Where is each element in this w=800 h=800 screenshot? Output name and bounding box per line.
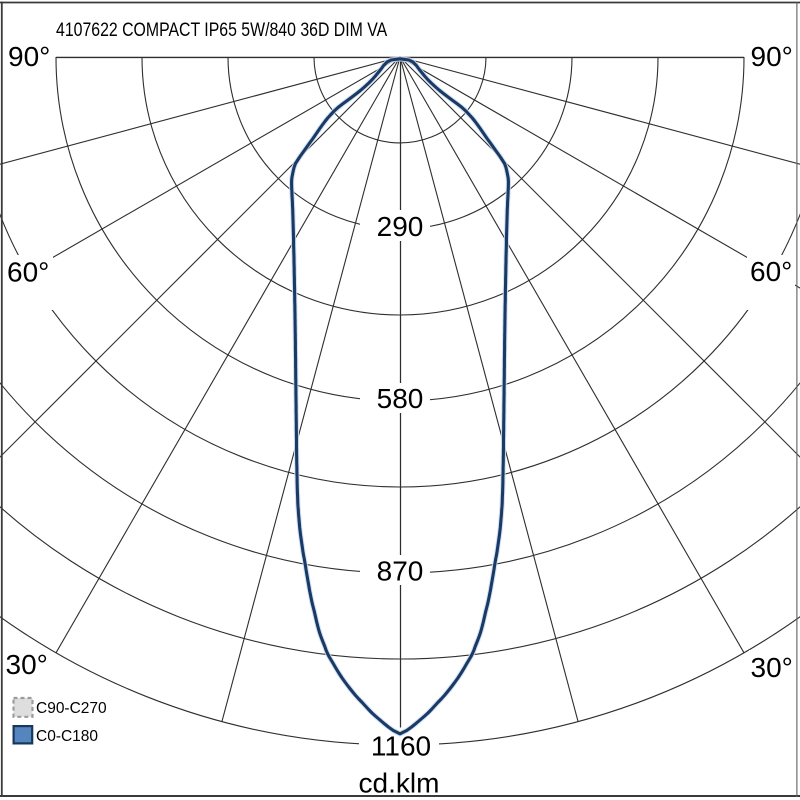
svg-text:30°: 30° (751, 652, 793, 683)
svg-text:60°: 60° (750, 256, 792, 287)
svg-text:90°: 90° (8, 41, 50, 72)
svg-text:60°: 60° (7, 256, 49, 287)
svg-text:4107622 COMPACT IP65 5W/840 36: 4107622 COMPACT IP65 5W/840 36D DIM VA (56, 18, 387, 40)
svg-text:cd.klm: cd.klm (359, 768, 440, 799)
svg-text:90°: 90° (751, 41, 793, 72)
svg-text:1160: 1160 (371, 731, 431, 762)
svg-text:580: 580 (377, 383, 424, 414)
svg-text:870: 870 (377, 556, 424, 587)
svg-text:C0-C180: C0-C180 (36, 728, 98, 745)
svg-text:30°: 30° (6, 649, 48, 680)
svg-text:290: 290 (377, 211, 424, 242)
svg-text:C90-C270: C90-C270 (36, 700, 107, 717)
